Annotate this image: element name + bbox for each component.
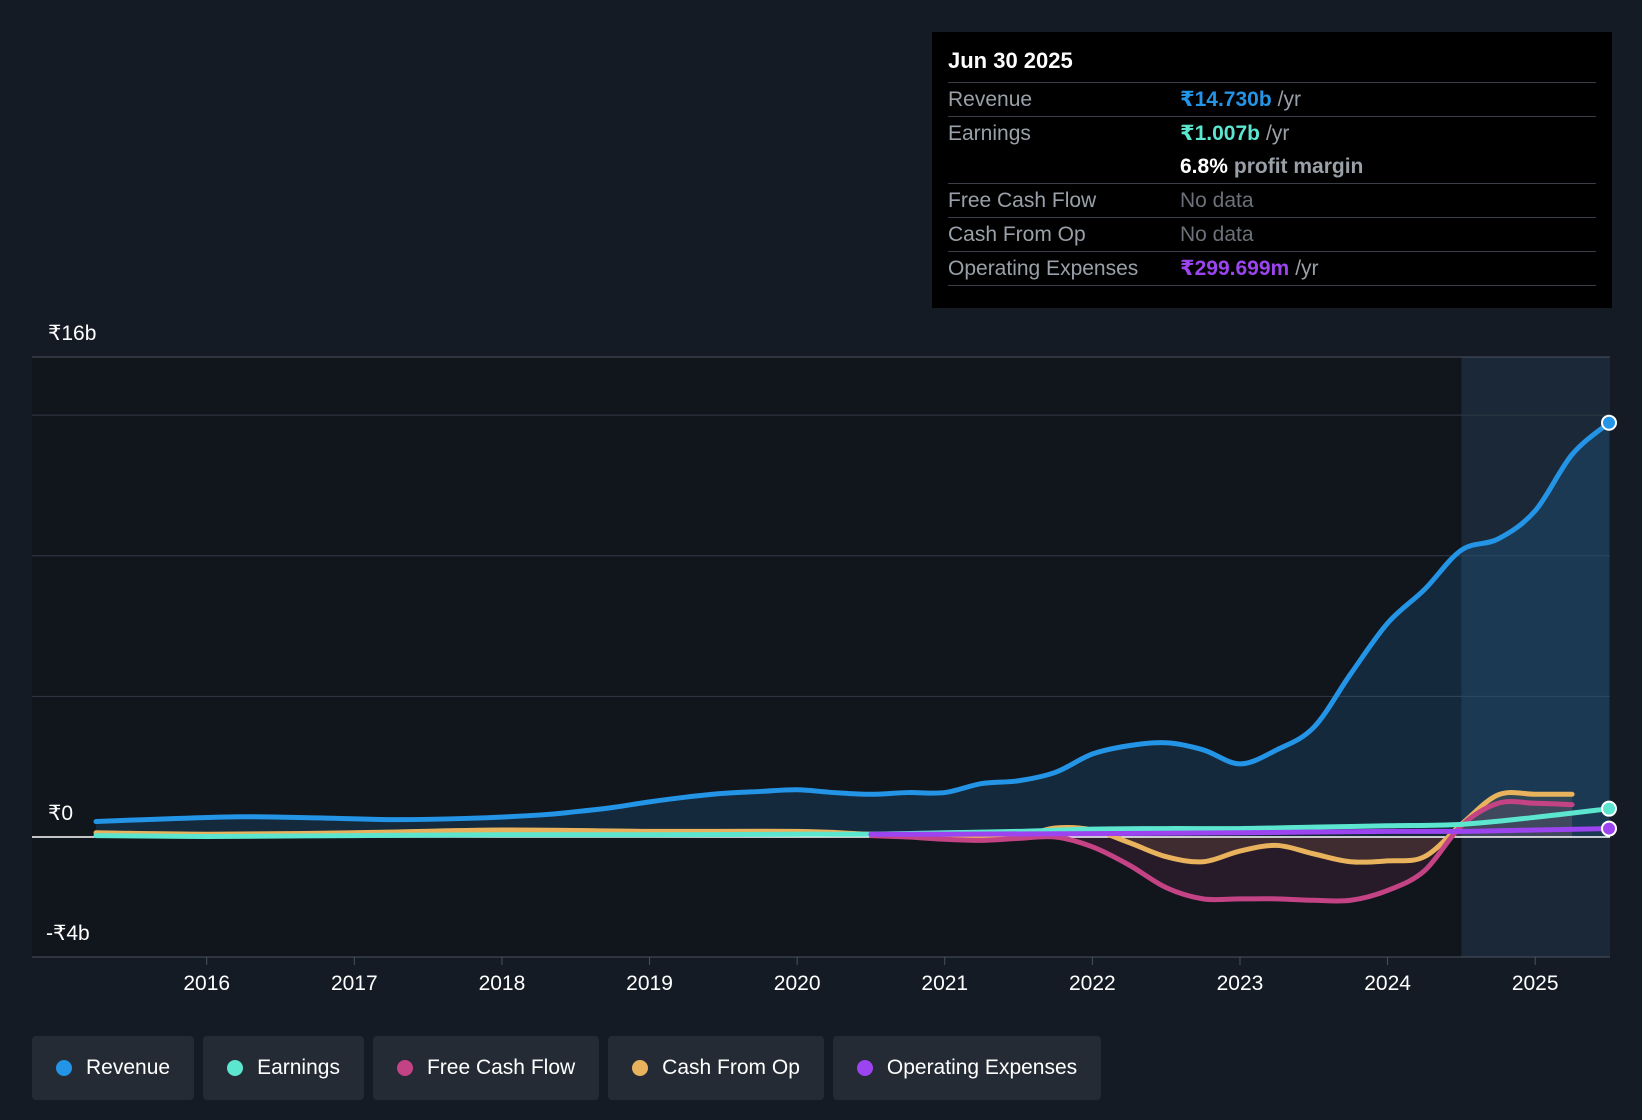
- y-axis-max-label: ₹16b: [48, 322, 96, 345]
- x-tick-label-2020: 2020: [774, 972, 821, 995]
- tooltip-earnings-unit: /yr: [1266, 122, 1290, 145]
- x-tick-label-2022: 2022: [1069, 972, 1116, 995]
- tooltip-panel: Jun 30 2025 Revenue ₹14.730b/yr Earnings…: [932, 32, 1612, 308]
- tooltip-cfo-label: Cash From Op: [948, 223, 1086, 246]
- tooltip-fcf-value: No data: [1180, 189, 1254, 212]
- tooltip-margin-spacer: [948, 150, 1180, 183]
- legend-dot-free-cash-flow: [396, 1060, 413, 1076]
- tooltip-row-cfo: Cash From Op No data: [948, 218, 1596, 252]
- tooltip-opex-unit: /yr: [1295, 257, 1319, 280]
- x-tick-label-2017: 2017: [331, 972, 378, 995]
- legend-item-revenue[interactable]: Revenue: [32, 1036, 195, 1100]
- legend-label-revenue: Revenue: [86, 1056, 171, 1079]
- tooltip-earnings-label: Earnings: [948, 122, 1031, 145]
- x-tick-label-2019: 2019: [626, 972, 673, 995]
- legend-label-operating-expenses: Operating Expenses: [886, 1056, 1078, 1079]
- tooltip-row-margin: 6.8% profit margin: [948, 150, 1596, 184]
- tooltip-fcf-label: Free Cash Flow: [948, 189, 1097, 212]
- tooltip-margin-text: profit margin: [1233, 155, 1364, 178]
- x-tick-label-2021: 2021: [921, 972, 968, 995]
- tooltip-earnings-value: ₹1.007b: [1180, 122, 1260, 145]
- tooltip-cfo-value: No data: [1180, 223, 1254, 246]
- tooltip-revenue-unit: /yr: [1277, 88, 1301, 111]
- legend-label-free-cash-flow: Free Cash Flow: [426, 1056, 576, 1079]
- chart-svg: ₹16b ₹0 -₹4b 2016 2017 2018 2019 2020 2021 202…: [32, 322, 1617, 995]
- operating-expenses-line: [868, 826, 1612, 837]
- free-cash-flow-area: [870, 801, 1573, 902]
- x-axis-ticks: 2016 2017 2018 2019 2020 2021 2022 2023 2024 2025: [183, 957, 1559, 995]
- series-endpoints: [1601, 414, 1617, 837]
- tooltip-opex-label: Operating Expenses: [948, 257, 1139, 280]
- gridlines: [32, 356, 1610, 958]
- x-tick-label-2023: 2023: [1217, 972, 1264, 995]
- x-tick-label-2016: 2016: [183, 972, 230, 995]
- tooltip-opex-value: ₹299.699m: [1180, 257, 1290, 280]
- legend-label-cash-from-op: Cash From Op: [662, 1056, 800, 1079]
- revenue-endpoint: [1601, 414, 1617, 431]
- tooltip-margin-value: 6.8%: [1180, 155, 1228, 178]
- revenue-line: [93, 420, 1612, 825]
- tooltip-revenue-value: ₹14.730b: [1180, 88, 1272, 111]
- legend-item-operating-expenses[interactable]: Operating Expenses: [832, 1036, 1102, 1100]
- tooltip-row-fcf: Free Cash Flow No data: [948, 184, 1596, 218]
- legend-dot-revenue: [56, 1060, 72, 1076]
- y-axis-zero-label: ₹0: [48, 802, 73, 825]
- legend: Revenue Earnings Free Cash Flow Cash Fro…: [32, 1036, 1102, 1100]
- legend-dot-operating-expenses: [856, 1060, 873, 1076]
- cash-from-op-area: [96, 792, 1573, 863]
- legend-item-cash-from-op[interactable]: Cash From Op: [608, 1036, 824, 1100]
- legend-item-earnings[interactable]: Earnings: [203, 1036, 364, 1100]
- legend-dot-cash-from-op: [632, 1060, 649, 1076]
- operating-expenses-endpoint: [1601, 820, 1617, 837]
- revenue-area: [96, 422, 1609, 837]
- tooltip-row-revenue: Revenue ₹14.730b/yr: [948, 83, 1596, 117]
- earnings-endpoint: [1601, 800, 1617, 817]
- tooltip-date: Jun 30 2025: [948, 46, 1596, 83]
- y-axis-min-label: -₹4b: [46, 922, 90, 945]
- x-tick-label-2018: 2018: [479, 972, 526, 995]
- forecast-region-background: [1461, 357, 1610, 957]
- series-lines: [93, 420, 1612, 904]
- tooltip-revenue-label: Revenue: [948, 88, 1033, 111]
- series-areas: [96, 422, 1609, 902]
- tooltip-row-earnings: Earnings ₹1.007b/yr: [948, 117, 1596, 150]
- x-tick-label-2025: 2025: [1512, 972, 1559, 995]
- tooltip-row-opex: Operating Expenses ₹299.699m/yr: [948, 252, 1596, 286]
- legend-label-earnings: Earnings: [257, 1056, 340, 1079]
- legend-dot-earnings: [227, 1060, 244, 1076]
- x-tick-label-2024: 2024: [1364, 972, 1411, 995]
- legend-item-free-cash-flow[interactable]: Free Cash Flow: [372, 1036, 600, 1100]
